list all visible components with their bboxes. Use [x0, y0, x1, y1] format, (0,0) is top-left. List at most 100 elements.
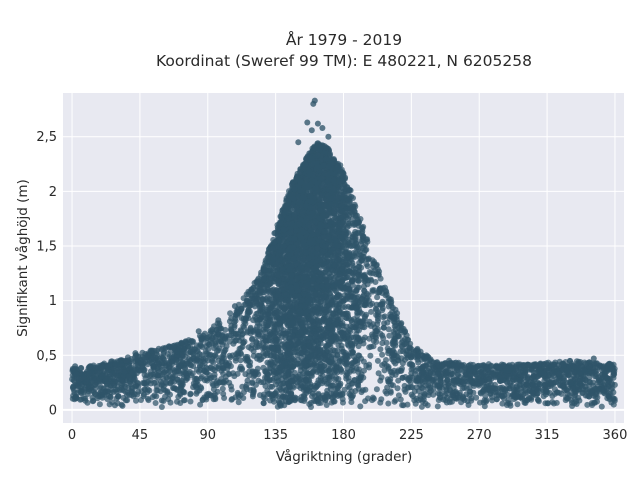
data-point — [395, 357, 402, 364]
data-point — [151, 392, 158, 399]
data-point — [262, 383, 269, 389]
data-point — [236, 337, 243, 344]
data-point — [385, 326, 392, 333]
data-point — [610, 372, 617, 379]
data-point — [499, 400, 506, 407]
data-point — [555, 389, 562, 396]
data-point — [524, 397, 531, 404]
data-point — [420, 390, 427, 397]
data-point — [219, 385, 226, 392]
data-point — [374, 357, 381, 364]
data-point — [77, 365, 84, 371]
data-point — [481, 403, 488, 410]
data-point — [261, 344, 267, 351]
data-point — [379, 307, 386, 314]
data-point — [185, 350, 192, 357]
data-point — [134, 380, 141, 387]
data-point — [354, 312, 361, 319]
data-point — [193, 390, 200, 397]
data-point — [368, 343, 374, 350]
data-points — [69, 97, 618, 410]
data-point — [227, 354, 234, 361]
data-point — [598, 403, 605, 410]
data-point — [399, 360, 406, 367]
data-point — [569, 390, 576, 397]
data-point — [234, 370, 241, 377]
data-point — [535, 397, 542, 403]
data-point — [291, 326, 298, 333]
data-point — [334, 347, 341, 354]
data-point — [455, 372, 461, 378]
data-point — [246, 372, 252, 379]
data-point — [562, 397, 569, 404]
data-point — [159, 354, 166, 361]
chart-title-line-1: År 1979 - 2019 — [286, 30, 402, 49]
data-point — [365, 256, 372, 263]
data-point — [384, 384, 391, 391]
data-point — [366, 361, 373, 368]
data-point — [361, 287, 368, 294]
data-point — [384, 345, 391, 352]
data-point — [247, 326, 254, 333]
data-point — [119, 402, 126, 409]
data-point — [473, 394, 480, 401]
data-point — [323, 402, 330, 408]
data-point — [197, 401, 204, 408]
data-point — [358, 389, 365, 396]
data-point — [308, 399, 314, 406]
data-point — [316, 326, 323, 333]
data-point — [158, 404, 165, 410]
data-point — [394, 385, 401, 392]
data-point — [253, 381, 259, 388]
data-point — [262, 369, 269, 376]
data-point — [82, 395, 89, 402]
data-point — [96, 401, 103, 408]
data-point — [239, 383, 246, 390]
data-point — [435, 390, 441, 397]
data-point — [227, 310, 234, 317]
data-point — [390, 382, 396, 389]
data-point — [369, 287, 376, 294]
data-point — [237, 357, 244, 364]
data-point — [334, 369, 340, 376]
data-point — [436, 394, 443, 401]
data-point — [391, 398, 398, 405]
data-point — [160, 398, 167, 404]
data-point — [172, 385, 178, 392]
data-point — [70, 387, 77, 394]
data-point — [211, 367, 218, 374]
data-point — [395, 392, 402, 399]
data-point — [187, 398, 194, 405]
data-point — [377, 346, 384, 353]
data-point — [144, 352, 151, 359]
data-point — [153, 379, 159, 386]
data-point — [239, 365, 246, 372]
data-point — [165, 396, 172, 403]
data-point — [201, 377, 208, 384]
data-point — [244, 377, 251, 384]
data-point — [314, 397, 320, 404]
data-point — [553, 399, 560, 406]
data-point — [377, 275, 384, 282]
data-point — [133, 397, 139, 404]
data-point — [141, 391, 147, 398]
data-point — [375, 370, 382, 377]
data-point — [402, 388, 409, 395]
data-point — [434, 403, 441, 410]
data-point — [235, 399, 242, 406]
data-point — [267, 383, 274, 390]
data-point — [444, 377, 450, 384]
data-point — [298, 350, 305, 357]
data-point — [373, 338, 380, 345]
data-point — [212, 396, 219, 403]
data-point — [337, 380, 344, 387]
data-point — [368, 308, 375, 315]
data-point — [138, 397, 144, 403]
data-point — [108, 386, 115, 393]
data-point — [588, 400, 595, 407]
data-point — [271, 398, 277, 405]
data-point — [386, 332, 393, 339]
chart-title-line-2: Koordinat (Sweref 99 TM): E 480221, N 62… — [156, 52, 532, 70]
data-point — [247, 330, 254, 337]
